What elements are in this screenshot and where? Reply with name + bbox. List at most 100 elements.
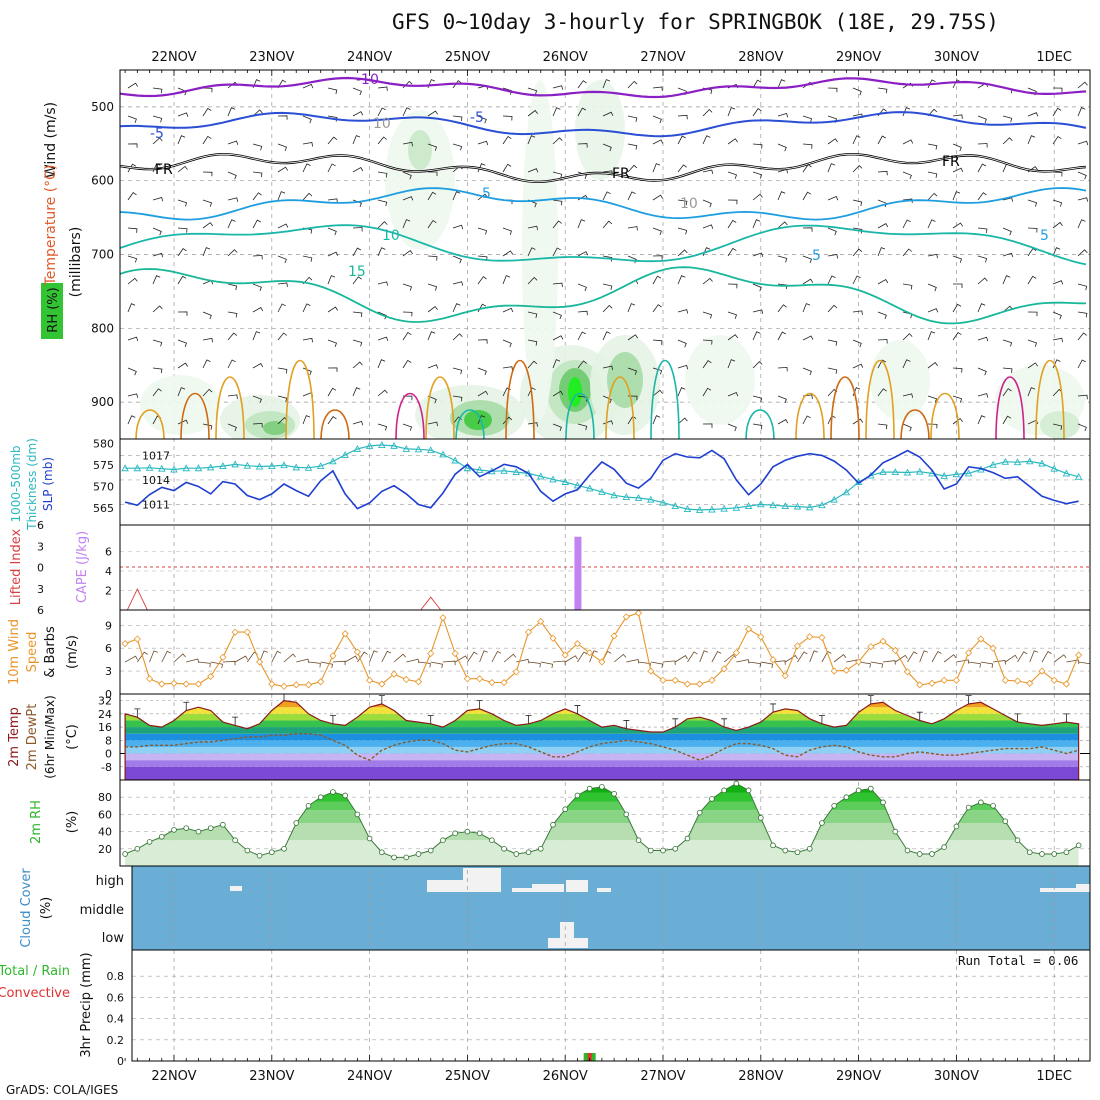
- rh-marker: [220, 821, 226, 828]
- temp-whisker: [525, 715, 532, 724]
- wind-barb: [177, 362, 189, 369]
- wind-barb: [927, 283, 937, 292]
- wind-speed-marker: [1050, 676, 1058, 684]
- wind-barb: [352, 311, 363, 318]
- rh-shade-20: [1040, 411, 1080, 439]
- rh-marker: [513, 851, 520, 857]
- wind-barb: [177, 135, 186, 145]
- wind-barb-10m: [1066, 659, 1080, 664]
- wind-barb: [777, 221, 788, 229]
- wind-speed-marker: [353, 648, 361, 656]
- day-label-top: 26NOV: [543, 50, 588, 65]
- rh-shade-12: [385, 110, 455, 250]
- label-wind-b: Speed: [25, 632, 40, 673]
- rh-marker: [195, 828, 202, 835]
- wind-barb: [752, 395, 763, 403]
- rh-marker: [623, 811, 630, 818]
- thickness-marker: [304, 463, 313, 471]
- wind-barb-10m: [149, 650, 158, 663]
- wind-barb: [952, 395, 963, 403]
- wind-speed-marker: [622, 613, 630, 621]
- wind-barb: [202, 171, 213, 177]
- wind-barb: [502, 339, 512, 348]
- wind-speed-marker: [280, 682, 288, 690]
- wind-barb: [902, 107, 911, 117]
- wind-barb: [952, 331, 962, 341]
- wind-barb: [452, 115, 463, 122]
- label-precip-conv: Convective: [0, 986, 70, 1001]
- wind-barb: [927, 192, 938, 201]
- label-upper-rh: RH (%): [46, 287, 61, 332]
- wind-barb: [177, 199, 188, 207]
- wind-speed-marker: [696, 680, 704, 688]
- wind-barb-10m: [993, 660, 1006, 665]
- label-cloud-a: Cloud Cover: [19, 868, 34, 948]
- wind-barb: [227, 140, 239, 145]
- wind-barb-10m: [540, 661, 554, 669]
- wind-barb: [1052, 199, 1063, 207]
- wind-barb: [927, 308, 939, 313]
- wind-barb: [752, 108, 762, 117]
- wind-speed-marker: [243, 628, 251, 636]
- wind-barb: [827, 275, 836, 285]
- wind-barb: [202, 311, 212, 320]
- wind-barb: [477, 276, 487, 285]
- wind-barb: [627, 80, 638, 89]
- rh-shade-14: [522, 80, 558, 420]
- label-temp-d: (°C): [65, 724, 80, 750]
- rh-marker: [476, 830, 483, 837]
- low-level-contour: [425, 376, 455, 439]
- wind-speed-marker: [524, 628, 533, 636]
- day-label-top: 27NOV: [640, 50, 685, 65]
- wind-barb: [577, 395, 588, 402]
- wind-barb: [377, 136, 388, 145]
- wind-speed-marker: [317, 678, 325, 686]
- temp-whisker: [574, 705, 581, 714]
- wind-barb-10m: [895, 654, 908, 663]
- wind-barb: [527, 360, 538, 369]
- wind-panel: [121, 610, 1090, 690]
- thickness-marker: [903, 468, 912, 476]
- wind-barb: [977, 367, 987, 376]
- wind-speed-marker: [1062, 680, 1070, 688]
- wind-barb: [852, 165, 863, 173]
- wind-barb-10m: [344, 655, 358, 663]
- temp-line: [124, 699, 1080, 780]
- wind-barb: [302, 163, 311, 173]
- wind-barb: [677, 417, 688, 425]
- day-label-bottom: 23NOV: [249, 1069, 294, 1084]
- wind-speed-marker: [292, 681, 300, 689]
- wind-barb: [977, 255, 988, 263]
- wind-barb: [1002, 197, 1014, 202]
- wind-barb: [777, 113, 789, 118]
- temp-whisker: [818, 715, 825, 724]
- thickness-marker: [463, 464, 472, 472]
- tick-cape-2: 2: [105, 584, 112, 597]
- wind-barb: [502, 115, 513, 121]
- wind-barb: [152, 339, 163, 347]
- tick-temp-24: 24: [98, 708, 112, 721]
- rh-marker: [354, 811, 361, 818]
- low-level-contour: [865, 359, 895, 439]
- rh-marker: [281, 845, 287, 852]
- wind-barb: [177, 339, 188, 348]
- wind-barb: [152, 275, 161, 285]
- wind-barb: [352, 199, 362, 208]
- rh-marker: [379, 849, 385, 856]
- wind-barb: [152, 252, 164, 258]
- wind-barb-10m: [442, 660, 456, 666]
- thickness-marker: [964, 469, 973, 477]
- wind-barb: [827, 138, 838, 145]
- wind-barb: [577, 107, 587, 117]
- wind-barb: [1052, 247, 1061, 257]
- wind-barb: [702, 423, 713, 428]
- wind-speed-marker: [793, 642, 802, 650]
- wind-barb-10m: [479, 650, 488, 663]
- wind-barb: [352, 87, 362, 96]
- wind-speed-marker: [182, 680, 190, 688]
- wind-speed-marker: [647, 667, 655, 675]
- wind-barb-10m: [943, 654, 957, 663]
- wind-speed-marker: [207, 672, 215, 681]
- cloud-cover-block: [532, 884, 564, 892]
- wind-barb: [1077, 81, 1088, 89]
